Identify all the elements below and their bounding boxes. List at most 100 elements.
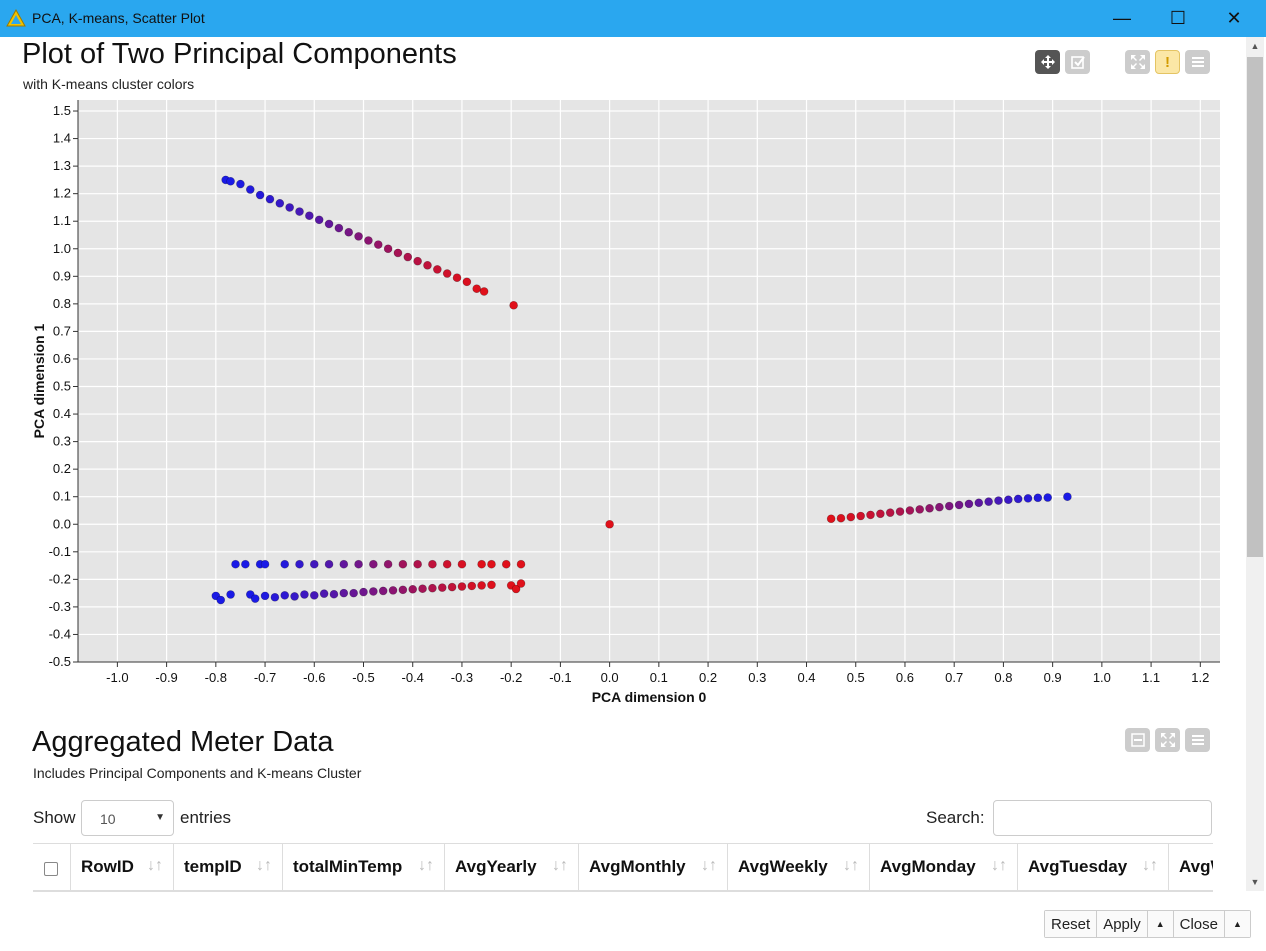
sort-icon[interactable]: ↓↑: [701, 857, 717, 874]
scatter-point[interactable]: [477, 559, 486, 569]
apply-button[interactable]: Apply: [1097, 911, 1148, 937]
scatter-point[interactable]: [275, 199, 285, 208]
sort-icon[interactable]: ↓↑: [147, 857, 163, 874]
scatter-point[interactable]: [226, 590, 235, 599]
scatter-point[interactable]: [354, 559, 363, 569]
scatter-point[interactable]: [428, 559, 437, 569]
scatter-point[interactable]: [915, 505, 925, 514]
scatter-point[interactable]: [1004, 495, 1013, 505]
scatter-point[interactable]: [462, 277, 472, 287]
scatter-point[interactable]: [511, 584, 521, 594]
scatter-point[interactable]: [403, 252, 413, 262]
scatter-point[interactable]: [954, 500, 964, 510]
plot-area[interactable]: [78, 100, 1220, 662]
sort-icon[interactable]: ↓↑: [418, 857, 434, 874]
scatter-point[interactable]: [339, 588, 349, 598]
scatter-point[interactable]: [250, 594, 260, 603]
scatter-point[interactable]: [398, 559, 408, 569]
scatter-point[interactable]: [236, 179, 245, 189]
scatter-point[interactable]: [354, 232, 363, 241]
table-menu-button[interactable]: [1185, 728, 1210, 752]
scatter-point[interactable]: [447, 582, 457, 592]
fullscreen-button[interactable]: [1125, 50, 1150, 74]
scatter-point[interactable]: [245, 185, 255, 194]
scatter-point[interactable]: [885, 508, 895, 517]
scatter-point[interactable]: [339, 559, 349, 569]
vertical-scrollbar[interactable]: ▲ ▼: [1246, 37, 1264, 891]
table-fullscreen-button[interactable]: [1155, 728, 1180, 752]
minimize-button[interactable]: —: [1099, 0, 1145, 37]
scatter-point[interactable]: [349, 588, 358, 598]
close-button[interactable]: Close: [1173, 911, 1225, 937]
scatter-point[interactable]: [433, 265, 442, 274]
scatter-point[interactable]: [974, 498, 984, 508]
scatter-point[interactable]: [477, 581, 486, 590]
scatter-point[interactable]: [452, 273, 462, 282]
column-header[interactable]: AvgWednesday↓↑: [1169, 844, 1213, 890]
scatter-point[interactable]: [876, 509, 885, 519]
scatter-point[interactable]: [231, 559, 240, 569]
scatter-point[interactable]: [866, 510, 875, 520]
scatter-point[interactable]: [437, 583, 447, 592]
scatter-point[interactable]: [925, 503, 934, 513]
scroll-down-icon[interactable]: ▼: [1250, 877, 1260, 887]
scatter-point[interactable]: [984, 497, 993, 506]
scatter-point[interactable]: [388, 586, 398, 595]
scatter-point[interactable]: [413, 256, 422, 266]
scatter-point[interactable]: [383, 559, 393, 569]
sort-icon[interactable]: ↓↑: [256, 857, 272, 874]
scatter-point[interactable]: [324, 559, 334, 569]
scatter-point[interactable]: [442, 559, 452, 569]
scatter-point[interactable]: [836, 513, 846, 523]
scatter-point[interactable]: [856, 511, 865, 521]
scatter-point[interactable]: [994, 496, 1003, 505]
scroll-up-icon[interactable]: ▲: [1250, 41, 1260, 51]
maximize-button[interactable]: ☐: [1155, 0, 1201, 37]
scatter-point[interactable]: [314, 215, 324, 225]
scatter-point[interactable]: [309, 559, 319, 569]
scatter-point[interactable]: [467, 581, 477, 591]
search-input[interactable]: [993, 800, 1212, 836]
scatter-point[interactable]: [1023, 494, 1033, 503]
entries-per-page-select[interactable]: 10 ▼: [81, 800, 174, 836]
scatter-point[interactable]: [605, 519, 614, 529]
scatter-point[interactable]: [290, 592, 299, 601]
scatter-point[interactable]: [241, 559, 250, 569]
scatter-point[interactable]: [413, 559, 422, 569]
scatter-point[interactable]: [364, 236, 373, 245]
warning-button[interactable]: !: [1155, 50, 1180, 74]
scatter-point[interactable]: [369, 559, 378, 569]
scatter-point[interactable]: [1033, 493, 1043, 503]
scatter-point[interactable]: [216, 595, 226, 605]
scatter-point[interactable]: [442, 269, 452, 278]
scatter-point[interactable]: [408, 584, 418, 594]
column-header[interactable]: totalMinTemp ↓↑: [283, 844, 445, 890]
scatter-point[interactable]: [334, 223, 344, 233]
scatter-point[interactable]: [457, 559, 467, 569]
scatter-point[interactable]: [280, 591, 290, 600]
scatter-point[interactable]: [393, 248, 403, 258]
scatter-point[interactable]: [944, 501, 954, 511]
scatter-point[interactable]: [344, 227, 354, 237]
scatter-point[interactable]: [905, 506, 915, 515]
scatter-point[interactable]: [300, 590, 309, 599]
scatter-point[interactable]: [295, 559, 304, 569]
scatter-point[interactable]: [383, 244, 393, 254]
scatter-point[interactable]: [516, 579, 526, 588]
scatter-point[interactable]: [398, 585, 408, 595]
scatter-point[interactable]: [479, 287, 489, 296]
scatter-point[interactable]: [418, 584, 427, 594]
selection-tool-button[interactable]: [1065, 50, 1090, 74]
column-header[interactable]: AvgYearly ↓↑: [445, 844, 579, 890]
scatter-point[interactable]: [457, 582, 467, 591]
scatter-plot[interactable]: -1.0 -0.9 -0.8 -0.7 -0.6 -0.5 -0.4 -0.3 -0.2 -0.1…: [22, 95, 1227, 710]
scatter-point[interactable]: [329, 589, 339, 599]
scatter-point[interactable]: [423, 260, 432, 270]
scatter-point[interactable]: [319, 589, 329, 598]
column-header[interactable]: AvgWeekly ↓↑: [728, 844, 870, 890]
close-options-button[interactable]: ▲: [1225, 911, 1250, 937]
scatter-point[interactable]: [373, 240, 383, 249]
scatter-point[interactable]: [309, 591, 319, 600]
scatter-point[interactable]: [487, 559, 496, 569]
scatter-point[interactable]: [1063, 492, 1072, 502]
